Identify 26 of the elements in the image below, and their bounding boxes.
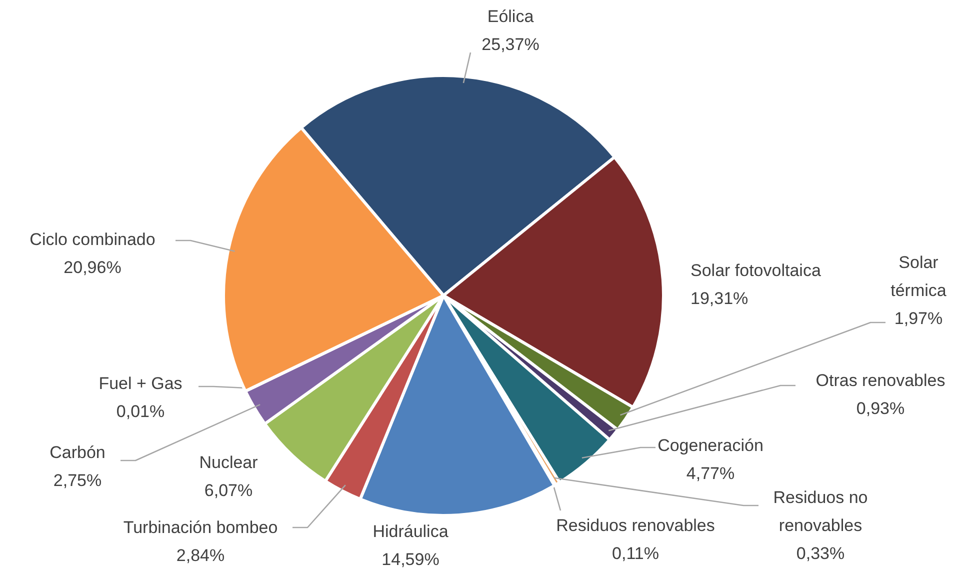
slice-label: Cogeneración	[658, 436, 764, 455]
data-label: 1,97%	[894, 309, 943, 328]
data-label: 0,01%	[116, 402, 165, 421]
data-label: 4,77%	[686, 464, 735, 483]
data-label: 20,96%	[64, 258, 122, 277]
slice-label: Residuos no renovables	[773, 488, 868, 535]
slice-label: Otras renovables	[816, 371, 946, 390]
data-label: 14,59%	[382, 550, 440, 568]
data-label: 19,31%	[690, 289, 748, 308]
data-label: 2,75%	[53, 471, 102, 490]
slice-label: Turbinación bombeo	[123, 518, 278, 537]
slice-label: Ciclo combinado	[30, 230, 156, 249]
data-label: 2,84%	[176, 546, 225, 565]
slice-label: Eólica	[487, 7, 534, 26]
data-label: 25,37%	[482, 35, 540, 54]
slice-label: Solar térmica	[890, 253, 947, 300]
slice-label: Carbón	[50, 443, 106, 462]
slice-label: Solar fotovoltaica	[690, 261, 822, 280]
slice-label: Nuclear	[199, 453, 258, 472]
slice-label: Hidráulica	[372, 522, 449, 541]
data-label: 6,07%	[204, 481, 253, 500]
data-label: 0,93%	[856, 399, 905, 418]
data-label: 0,33%	[796, 544, 845, 563]
slice-label: Residuos renovables	[556, 516, 715, 535]
data-label: 0,11%	[612, 544, 659, 563]
slice-label: Fuel + Gas	[98, 374, 182, 393]
